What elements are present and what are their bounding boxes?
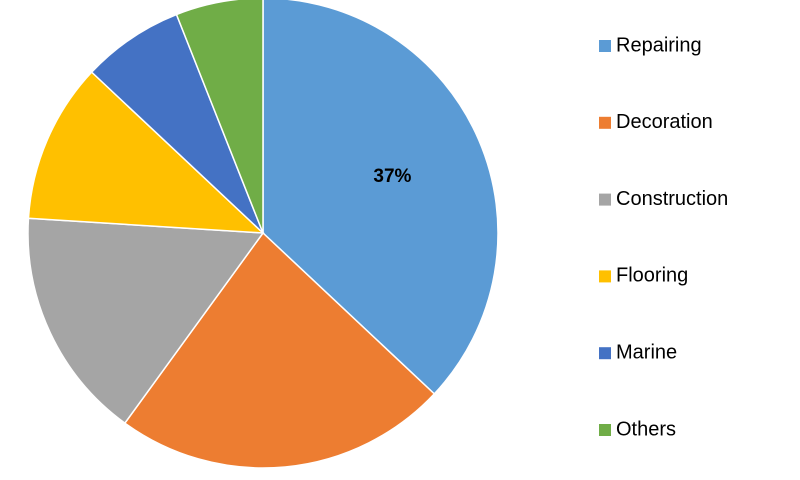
pie-slice — [27, 71, 266, 234]
legend-text: Others — [616, 418, 676, 440]
legend-swatch — [599, 347, 611, 360]
legend-text: Decoration — [616, 111, 713, 133]
value-label: 37% — [373, 166, 411, 187]
legend-swatch — [599, 193, 611, 206]
pie-slice — [262, 0, 499, 395]
pie-slice — [27, 217, 265, 425]
legend-text: Construction — [616, 188, 728, 210]
pie-slice — [123, 231, 436, 469]
pie-slice — [175, 0, 264, 234]
legend-swatch — [599, 116, 611, 129]
legend-swatch — [599, 270, 611, 283]
legend-swatch — [599, 40, 611, 52]
legend-text: Flooring — [616, 265, 688, 287]
legend-text: Marine — [616, 341, 677, 363]
pie-slice — [90, 13, 264, 234]
legend-swatch — [599, 424, 611, 436]
legend-text: Repairing — [616, 34, 702, 56]
